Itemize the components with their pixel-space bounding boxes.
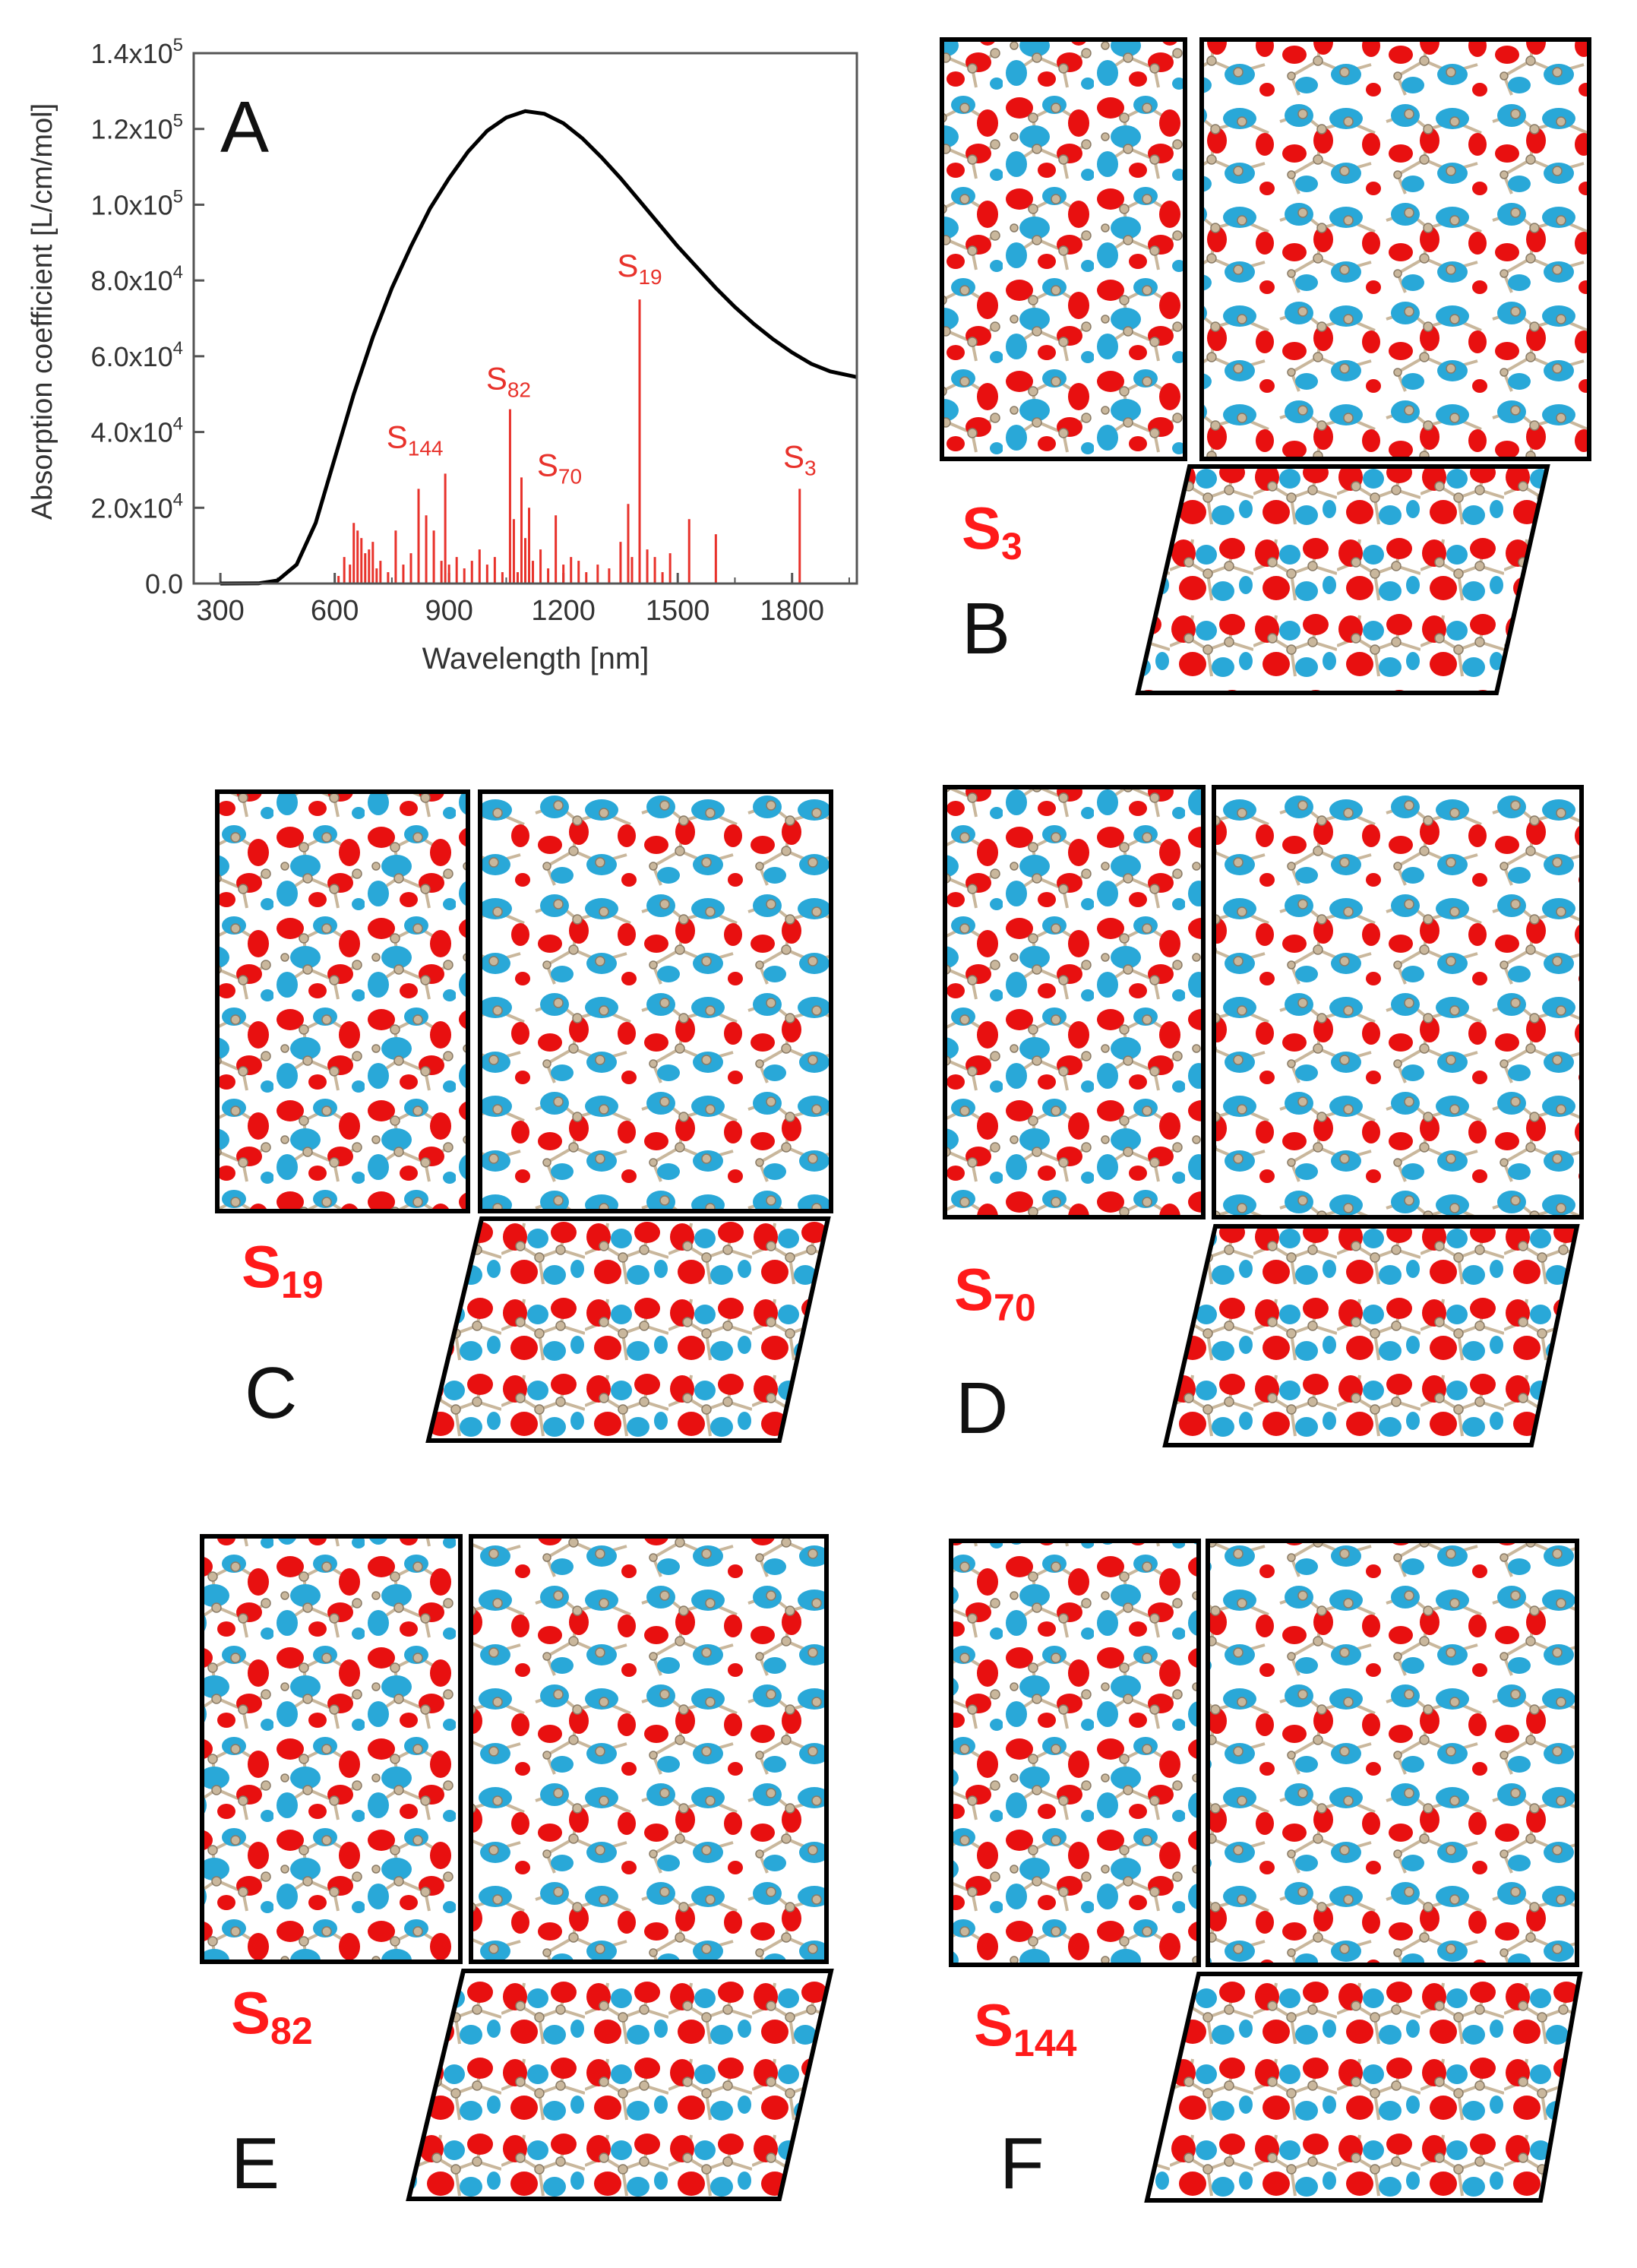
structure-view-front	[1206, 1539, 1579, 1967]
structure-view-side	[943, 785, 1206, 1219]
y-tick-label: 6.0x104	[91, 338, 183, 372]
panel-letter-f: F	[1000, 2123, 1044, 2204]
y-tick-label: 1.0x105	[91, 186, 183, 220]
x-tick-label: 1500	[646, 595, 710, 627]
peak-label-s144: S144	[387, 419, 444, 460]
panel-d: S70 D	[943, 785, 1584, 1449]
y-tick-label: 8.0x104	[91, 262, 183, 296]
panel-b: S3 B	[940, 37, 1591, 695]
y-tick-label: 1.2x105	[91, 111, 183, 145]
y-tick-label: 2.0x104	[91, 489, 183, 524]
y-tick-label: 0.0	[145, 568, 183, 599]
peak-label-s19: S19	[617, 248, 662, 289]
x-tick-label: 300	[196, 595, 244, 627]
structure-view-front	[478, 789, 833, 1213]
structure-view-top	[406, 1969, 834, 2201]
y-axis-label: Absorption coefficient [L/cm/mol]	[27, 103, 58, 520]
structure-view-side	[200, 1534, 463, 1964]
x-tick-label: 1200	[531, 595, 596, 627]
structure-view-top	[1144, 1972, 1583, 2203]
peak-label-s82: S82	[486, 361, 531, 402]
absorption-envelope-line	[220, 109, 858, 586]
structure-view-side	[949, 1539, 1201, 1967]
structure-view-front	[1199, 37, 1591, 461]
state-label-c: S19	[242, 1233, 324, 1306]
panel-letter-a: A	[220, 87, 269, 168]
state-label-f: S144	[974, 1991, 1077, 2064]
structure-view-top	[1135, 464, 1550, 695]
peak-label-s3: S3	[783, 438, 817, 479]
x-tick-label: 900	[425, 595, 472, 627]
structure-view-side	[940, 37, 1187, 461]
panel-letter-c: C	[245, 1352, 297, 1434]
x-axis: 300 600 900 1200 1500 1800	[196, 573, 850, 627]
stick-spectrum	[337, 299, 801, 584]
panel-e: S82 E	[200, 1534, 834, 2204]
x-tick-label: 600	[311, 595, 359, 627]
peak-label-s70: S70	[537, 447, 582, 488]
structure-view-side	[215, 789, 470, 1213]
panel-c: S19 C	[215, 789, 833, 1443]
y-tick-label: 4.0x104	[91, 414, 183, 448]
x-tick-label: 1800	[760, 595, 824, 627]
y-axis: 0.0 2.0x104 4.0x104 6.0x104 8.0x104 1.0x105 1.…	[91, 35, 204, 599]
structure-view-front	[469, 1534, 829, 1964]
panel-f: S144 F	[949, 1539, 1583, 2204]
state-label-e: S82	[231, 1979, 313, 2052]
peak-annotations: S19 S82 S144 S70 S3	[387, 248, 817, 488]
state-label-d: S70	[954, 1256, 1036, 1329]
structure-view-top	[425, 1216, 831, 1443]
panel-letter-b: B	[962, 588, 1010, 669]
panel-letter-e: E	[231, 2123, 280, 2204]
y-tick-label: 1.4x105	[91, 35, 183, 69]
state-label-b: S3	[962, 495, 1022, 568]
plot-frame	[192, 52, 858, 585]
panel-letter-d: D	[956, 1368, 1008, 1449]
x-axis-label: Wavelength [nm]	[422, 642, 649, 675]
structure-view-top	[1162, 1224, 1580, 1447]
structure-view-front	[1212, 785, 1584, 1219]
panel-a-spectrum-chart: 0.0 2.0x104 4.0x104 6.0x104 8.0x104 1.0x105 1.…	[27, 35, 858, 675]
